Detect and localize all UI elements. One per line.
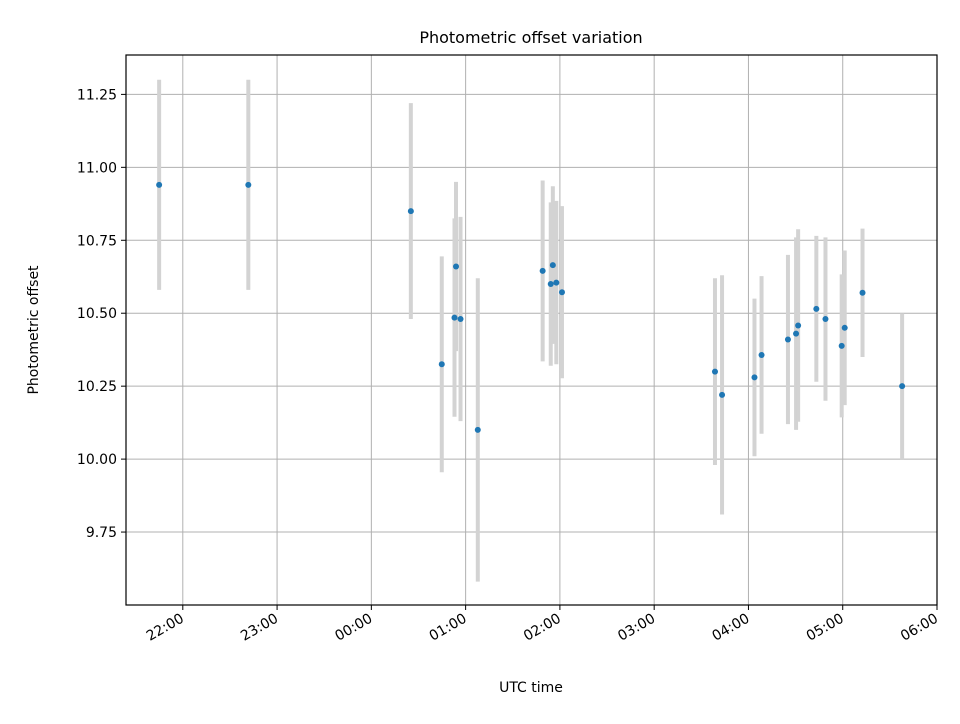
data-point	[156, 181, 163, 188]
data-point	[758, 351, 765, 358]
y-tick-label: 11.25	[77, 87, 117, 103]
data-point	[784, 336, 791, 343]
data-point	[547, 281, 554, 288]
data-point	[838, 342, 845, 349]
y-tick-label: 9.75	[86, 525, 117, 541]
data-point	[859, 289, 866, 296]
data-point	[751, 374, 758, 381]
axes-frame	[125, 54, 938, 606]
data-point	[813, 305, 820, 312]
data-point	[795, 322, 802, 329]
y-tick-label: 10.75	[77, 233, 117, 249]
data-point	[711, 368, 718, 375]
y-axis-label: Photometric offset	[26, 265, 42, 395]
data-point	[558, 289, 565, 296]
y-tick-label: 10.50	[77, 306, 117, 322]
data-point	[474, 426, 481, 433]
y-tick-label: 10.00	[77, 452, 117, 468]
y-tick-label: 11.00	[77, 160, 117, 176]
data-point	[539, 267, 546, 274]
y-tick-label: 10.25	[77, 379, 117, 395]
data-point	[438, 361, 445, 368]
data-point	[453, 263, 460, 270]
x-axis-label: UTC time	[499, 680, 563, 696]
chart-title: Photometric offset variation	[419, 28, 642, 47]
data-point	[245, 181, 252, 188]
data-point	[407, 208, 414, 215]
data-point	[553, 279, 560, 286]
data-point	[899, 383, 906, 390]
data-point	[841, 324, 848, 331]
data-point	[451, 314, 458, 321]
data-point	[822, 316, 829, 323]
data-point	[793, 330, 800, 337]
data-point	[549, 262, 556, 269]
point-layer	[156, 181, 906, 433]
data-point	[719, 391, 726, 398]
data-point	[457, 316, 464, 323]
